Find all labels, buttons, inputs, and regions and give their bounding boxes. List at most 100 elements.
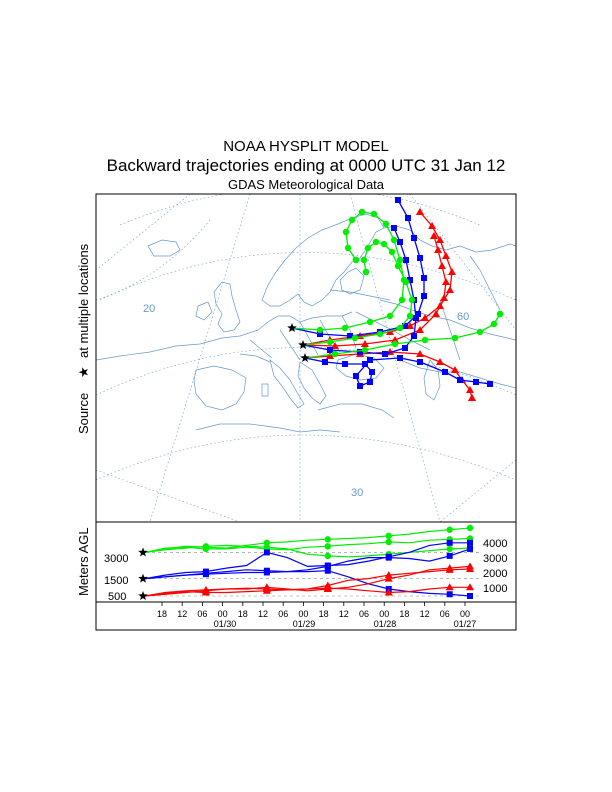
time-axis-frame bbox=[95, 601, 517, 631]
green-traj-1-line bbox=[291, 211, 405, 331]
coastline bbox=[317, 403, 395, 419]
height-marker-green bbox=[263, 543, 271, 551]
green-traj-3-marker bbox=[421, 336, 429, 344]
green-traj-1-marker bbox=[396, 256, 404, 264]
time-tick-label: 00 bbox=[460, 609, 470, 619]
height-marker-green bbox=[324, 543, 332, 550]
time-tick-label: 18 bbox=[157, 609, 167, 619]
blue-traj-1-marker bbox=[421, 275, 427, 281]
height-series-red bbox=[144, 583, 474, 597]
blue-traj-2-marker bbox=[327, 347, 333, 353]
coastline bbox=[299, 321, 319, 356]
height-marker-red bbox=[201, 588, 210, 596]
green-traj-2-marker bbox=[394, 262, 402, 270]
green-traj-2-marker bbox=[406, 312, 414, 320]
graticule-line bbox=[439, 459, 516, 522]
time-tick-label: 00 bbox=[298, 609, 308, 619]
height-marker-green bbox=[446, 526, 453, 533]
green-traj-3-marker bbox=[490, 320, 498, 328]
coastline bbox=[147, 239, 181, 257]
green-traj-1 bbox=[291, 208, 408, 334]
green-traj-2-marker bbox=[408, 296, 416, 304]
blue-traj-1-marker bbox=[421, 293, 427, 299]
blue-traj-2-marker bbox=[397, 239, 403, 245]
lat-label-20: 20 bbox=[143, 303, 155, 315]
red-traj-2-marker bbox=[434, 246, 442, 253]
blue-traj-1-marker bbox=[417, 255, 423, 261]
blue-traj-2-marker bbox=[403, 257, 409, 263]
coastline bbox=[439, 299, 461, 361]
height-marker-red bbox=[445, 583, 454, 591]
time-tick-label: 18 bbox=[399, 609, 409, 619]
time-tick-label: 12 bbox=[339, 609, 349, 619]
graticule-line bbox=[96, 347, 516, 396]
green-traj-3-marker bbox=[391, 340, 399, 348]
red-traj-3-marker bbox=[416, 350, 424, 357]
green-traj-2-marker bbox=[326, 338, 334, 346]
height-line-blue bbox=[144, 542, 470, 580]
coastline bbox=[213, 281, 241, 333]
chart-title: NOAA HYSPLIT MODEL Backward trajectories… bbox=[0, 138, 612, 194]
green-traj-2-marker bbox=[388, 248, 396, 256]
map-source-star bbox=[287, 323, 297, 332]
height-line-green bbox=[144, 544, 471, 558]
green-traj-1-marker bbox=[316, 326, 324, 334]
height-marker-green bbox=[385, 532, 392, 540]
time-ticks bbox=[161, 602, 466, 606]
height-marker-green bbox=[202, 543, 210, 550]
source-height-1500: 1500 bbox=[104, 575, 128, 587]
time-axis: 18 12 06 00 18 12 06 00 18 12 06 00 18 12 06 00 01/30 0… bbox=[95, 601, 517, 631]
blue-traj-1-line bbox=[291, 199, 425, 337]
height-line-red bbox=[144, 586, 470, 597]
height-end-marker-blue bbox=[467, 593, 473, 599]
right-tick-2000: 2000 bbox=[483, 568, 507, 580]
graticule-line bbox=[409, 194, 516, 331]
blue-traj-3 bbox=[304, 355, 493, 389]
trajectory-map: 20 60 30 bbox=[95, 193, 517, 523]
green-traj-2 bbox=[302, 238, 416, 346]
time-tick-label: 06 bbox=[197, 609, 207, 619]
green-traj-1-marker bbox=[358, 208, 366, 216]
red-traj-3-marker bbox=[451, 366, 459, 373]
height-source-stars bbox=[138, 547, 148, 600]
time-tick-label: 06 bbox=[359, 609, 369, 619]
red-traj-1-line bbox=[302, 211, 453, 346]
coastline bbox=[239, 353, 271, 363]
height-line-green bbox=[144, 537, 471, 553]
red-traj-2-marker bbox=[440, 294, 448, 301]
side-label: Source ★ at multiple locations bbox=[76, 243, 91, 434]
blue-traj-3-marker bbox=[357, 383, 363, 389]
source-height-3000: 3000 bbox=[104, 553, 128, 565]
blue-traj-3-marker bbox=[367, 357, 373, 363]
height-marker-red bbox=[323, 584, 332, 592]
time-tick-label: 18 bbox=[319, 609, 329, 619]
height-marker-blue bbox=[446, 591, 453, 598]
blue-traj-2-marker bbox=[413, 315, 419, 321]
height-marker-blue bbox=[263, 569, 270, 576]
green-traj-2-marker bbox=[402, 278, 410, 286]
height-marker-blue bbox=[324, 563, 331, 570]
green-traj-2-marker bbox=[360, 256, 368, 264]
blue-traj-1-marker bbox=[415, 311, 421, 317]
height-marker-red bbox=[384, 588, 393, 596]
green-traj-1-marker bbox=[382, 220, 390, 228]
red-traj-3-line bbox=[304, 351, 473, 399]
red-traj-2-marker bbox=[361, 340, 369, 347]
height-series-green bbox=[144, 535, 474, 553]
map-graticule bbox=[96, 194, 516, 522]
height-marker-red bbox=[445, 565, 454, 573]
height-marker-green bbox=[324, 552, 332, 560]
coastline bbox=[297, 361, 327, 405]
map-coastlines bbox=[96, 213, 516, 433]
height-series-green bbox=[144, 543, 474, 560]
height-marker-blue bbox=[446, 552, 453, 559]
green-traj-1-marker bbox=[366, 318, 374, 326]
height-marker-green bbox=[385, 538, 392, 546]
height-source-star bbox=[138, 547, 148, 557]
coastline bbox=[261, 383, 269, 397]
green-traj-1-end-marker bbox=[352, 256, 360, 264]
blue-traj-1 bbox=[291, 197, 427, 339]
blue-traj-2-marker bbox=[357, 349, 363, 355]
side-label-prefix: Source bbox=[76, 393, 91, 434]
height-marker-blue bbox=[446, 539, 453, 546]
